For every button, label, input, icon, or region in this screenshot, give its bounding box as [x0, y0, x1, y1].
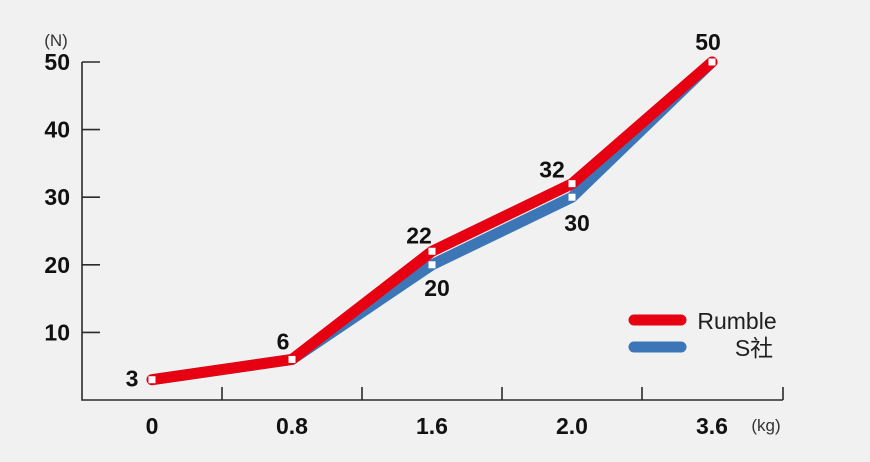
data-label: 22 — [406, 222, 432, 248]
legend-label: S社 — [735, 335, 773, 361]
y-tick-label: 50 — [44, 49, 70, 75]
series-lines — [146, 56, 718, 386]
series-line-Rumble — [146, 56, 718, 386]
data-label: 50 — [695, 29, 721, 55]
data-label: 3 — [126, 366, 139, 392]
point-marker — [428, 247, 436, 255]
point-marker — [568, 180, 576, 188]
y-axis-unit-label: (N) — [44, 31, 68, 50]
x-axis-unit-label: (kg) — [751, 416, 780, 435]
y-tick-label: 40 — [44, 117, 70, 143]
point-marker — [148, 376, 156, 384]
point-marker — [288, 355, 296, 363]
x-tick-label: 1.6 — [416, 413, 448, 439]
data-labels: 20 30 3 6 22 32 50 — [126, 29, 721, 392]
legend-label: Rumble — [697, 308, 776, 334]
data-label: 32 — [539, 157, 565, 183]
point-marker — [708, 58, 716, 66]
point-marker — [568, 193, 576, 201]
x-tick-label: 2.0 — [556, 413, 588, 439]
data-label: 20 — [424, 275, 450, 301]
y-tick-label: 20 — [44, 252, 70, 278]
x-tick-label: 0.8 — [276, 413, 308, 439]
y-tick-label: 30 — [44, 184, 70, 210]
series-line-S社 — [146, 56, 718, 386]
x-tick-label: 0 — [146, 413, 159, 439]
x-tick-label: 3.6 — [696, 413, 728, 439]
point-marker — [428, 261, 436, 269]
axes: 10 20 30 40 50 0 0.8 1.6 2.0 3.6 — [44, 49, 784, 439]
data-label: 6 — [277, 328, 290, 354]
axis-frame — [81, 62, 783, 401]
data-label: 30 — [564, 210, 590, 236]
y-tick-label: 10 — [44, 319, 70, 345]
